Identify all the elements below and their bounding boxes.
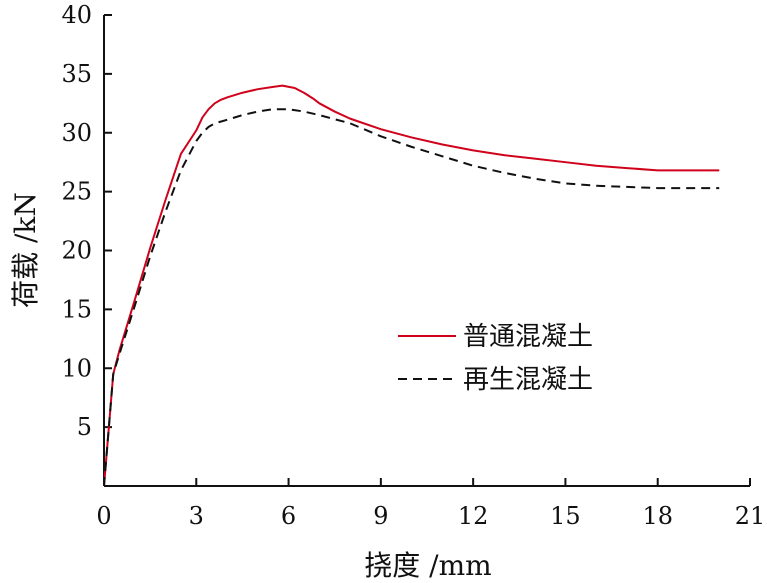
y-tick-label: 35 <box>61 60 92 88</box>
series-line-1 <box>103 108 720 487</box>
x-tick-label: 12 <box>458 502 489 530</box>
x-tick-label: 21 <box>735 502 766 530</box>
x-tick-label: 15 <box>550 502 581 530</box>
y-tick-label: 25 <box>61 178 92 206</box>
y-tick-label: 40 <box>61 1 92 29</box>
x-tick-label: 9 <box>373 502 388 530</box>
y-tick-label: 10 <box>61 354 92 382</box>
y-axis-title: 荷载 /kN <box>9 192 42 308</box>
y-tick-label: 5 <box>77 413 92 441</box>
x-tick-label: 6 <box>281 502 296 530</box>
x-tick-label: 18 <box>642 502 673 530</box>
legend-label-1: 再生混凝土 <box>463 365 593 395</box>
series-line-0 <box>103 84 720 487</box>
x-tick-label: 0 <box>96 502 111 530</box>
legend-label-0: 普通混凝土 <box>463 322 593 352</box>
x-axis-title: 挠度 /mm <box>364 549 491 582</box>
y-tick-label: 20 <box>61 237 92 265</box>
chart-axes: 0 3 6 9 12 15 18 21 5 10 15 20 25 30 35 40 <box>61 1 765 530</box>
x-tick-label: 3 <box>189 502 204 530</box>
chart-plot-area <box>103 84 720 487</box>
y-tick-label: 15 <box>61 295 92 323</box>
y-tick-label: 30 <box>61 119 92 147</box>
